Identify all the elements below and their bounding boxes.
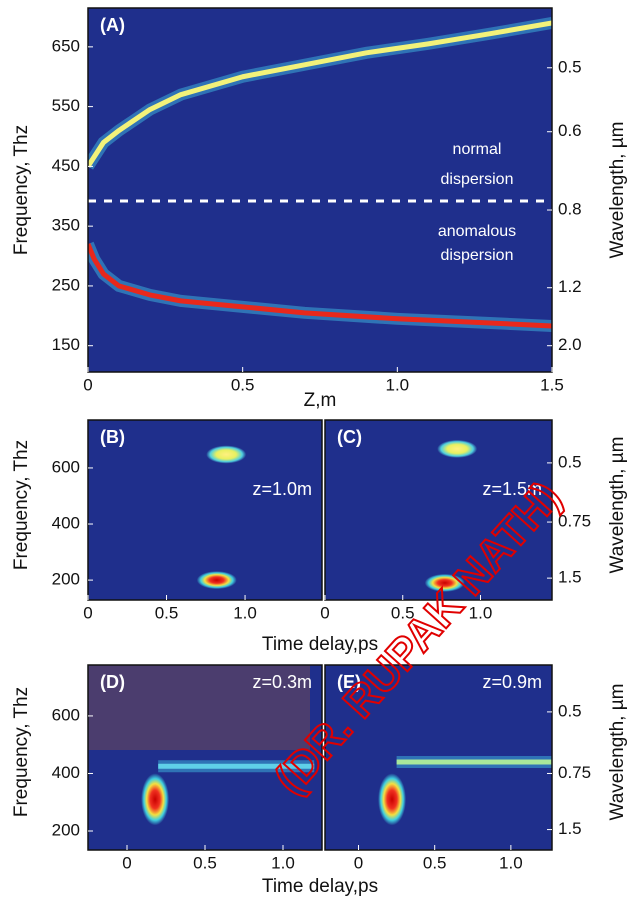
- x-tick-label: 0: [83, 375, 92, 394]
- y2-tick-label: 1.5: [558, 819, 582, 838]
- x-tick-label: 0.5: [391, 603, 415, 622]
- x-tick-label: 0.5: [423, 853, 447, 872]
- y2-axis-label: Wavelength, µm: [607, 684, 628, 821]
- panel-label: (B): [100, 427, 125, 447]
- annotation: anomalous: [438, 223, 516, 240]
- blob: [206, 445, 247, 464]
- x-tick-label: 0: [83, 603, 92, 622]
- y-tick-label: 400: [52, 763, 80, 782]
- x-tick-label: 0.5: [193, 853, 217, 872]
- y-tick-label: 400: [52, 514, 80, 533]
- x-tick-label: 0: [320, 603, 329, 622]
- shaded-region: [88, 665, 310, 750]
- x-axis-label: Z,m: [304, 390, 337, 411]
- annotation: normal: [453, 141, 502, 158]
- trace: [88, 243, 552, 329]
- y2-axis-label: Wavelength, µm: [607, 122, 628, 259]
- x-axis-label: Time delay,ps: [262, 876, 378, 897]
- y-axis-label: Frequency, Thz: [11, 125, 32, 255]
- plot-area: [424, 439, 478, 592]
- panel-label: (C): [337, 427, 362, 447]
- blob: [378, 773, 407, 826]
- y2-tick-label: 0.5: [558, 57, 582, 76]
- plot-frame: [87, 419, 323, 601]
- y2-tick-label: 2.0: [558, 335, 582, 354]
- annotation: z=0.3m: [252, 672, 312, 692]
- y2-tick-label: 1.5: [558, 568, 582, 587]
- blob: [141, 773, 170, 826]
- y-tick-label: 350: [52, 216, 80, 235]
- annotation: z=0.9m: [482, 672, 542, 692]
- plot-area: [378, 755, 552, 826]
- plot-frame: [324, 419, 553, 601]
- x-tick-label: 1.0: [233, 603, 257, 622]
- plot-area: [88, 17, 552, 332]
- panel-label: (D): [100, 672, 125, 692]
- y-tick-label: 600: [52, 457, 80, 476]
- annotation: dispersion: [441, 247, 514, 264]
- plot-frame: [324, 664, 553, 851]
- y-axis-label: Frequency, Thz: [11, 687, 32, 817]
- y-tick-label: 550: [52, 96, 80, 115]
- plot-frame: [87, 7, 553, 373]
- y-tick-label: 600: [52, 705, 80, 724]
- y-tick-label: 150: [52, 335, 80, 354]
- y2-tick-label: 0.5: [558, 452, 582, 471]
- x-tick-label: 1.5: [540, 375, 564, 394]
- plot-area: [196, 445, 247, 590]
- y2-tick-label: 1.2: [558, 277, 582, 296]
- annotation: z=1.0m: [252, 479, 312, 499]
- y-tick-label: 200: [52, 570, 80, 589]
- panel-label: (A): [100, 15, 125, 35]
- y-tick-label: 250: [52, 275, 80, 294]
- x-tick-label: 0: [122, 853, 131, 872]
- y-tick-label: 650: [52, 36, 80, 55]
- plot-area: [141, 760, 315, 826]
- plot-background: [88, 420, 322, 600]
- blob: [424, 573, 465, 592]
- y2-tick-label: 0.75: [558, 763, 591, 782]
- y-axis-label: Frequency, Thz: [11, 440, 32, 570]
- x-tick-label: 1.0: [271, 853, 295, 872]
- y2-tick-label: 0.75: [558, 512, 591, 531]
- x-axis-label: Time delay,ps: [262, 634, 378, 655]
- y2-tick-label: 0.5: [558, 701, 582, 720]
- y-tick-label: 200: [52, 820, 80, 839]
- annotation: dispersion: [441, 171, 514, 188]
- x-tick-label: 0.5: [155, 603, 179, 622]
- annotation: z=1.5m: [482, 479, 542, 499]
- blob: [196, 571, 237, 590]
- panel-label: (E): [337, 672, 361, 692]
- trace: [88, 20, 552, 168]
- y-tick-label: 450: [52, 156, 80, 175]
- x-tick-label: 1.0: [386, 375, 410, 394]
- blob: [437, 439, 478, 458]
- y2-tick-label: 0.8: [558, 200, 582, 219]
- y2-axis-label: Wavelength, µm: [607, 437, 628, 574]
- x-tick-label: 0.5: [231, 375, 255, 394]
- y2-tick-label: 0.6: [558, 121, 582, 140]
- x-tick-label: 1.0: [469, 603, 493, 622]
- x-tick-label: 1.0: [499, 853, 523, 872]
- x-tick-label: 0: [354, 853, 363, 872]
